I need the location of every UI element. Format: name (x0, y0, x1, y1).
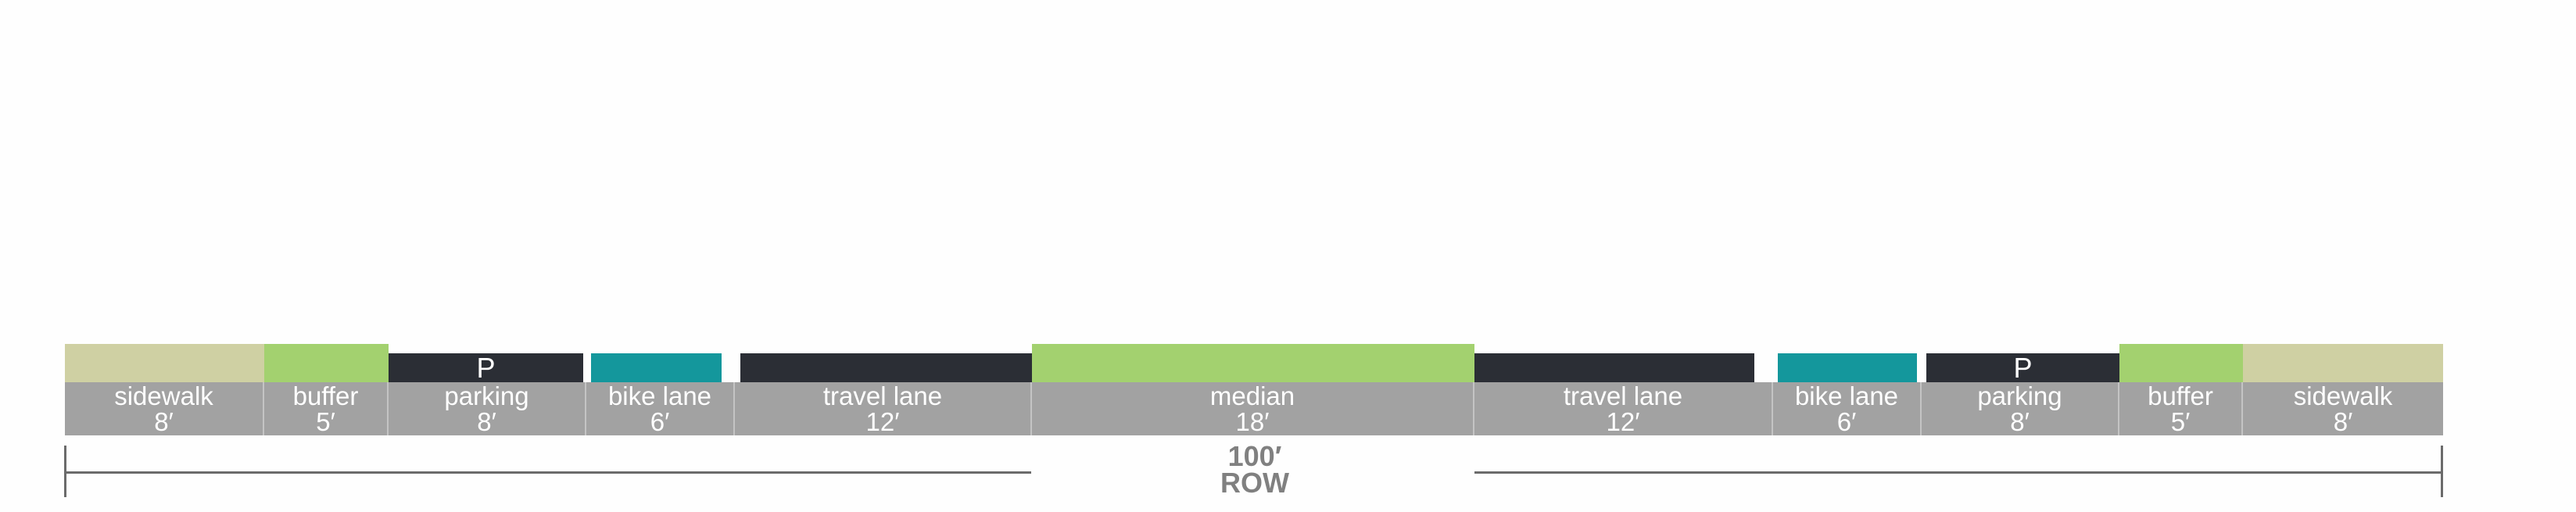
segment-width: 12′ (865, 407, 900, 436)
surface-travel (1474, 353, 1754, 382)
surface-parking (1926, 353, 2119, 382)
surface-bike (591, 353, 722, 382)
segment-label-bike: bike lane 6′ (586, 382, 735, 435)
surface-parking (389, 353, 583, 382)
segment-label-travel: travel lane 12′ (735, 382, 1032, 435)
surface-bike (1778, 353, 1917, 382)
segment-label-sidewalk: sidewalk 8′ (65, 382, 264, 435)
segment-name: parking (444, 381, 529, 410)
segment-label-buffer: buffer 5′ (2119, 382, 2243, 435)
segment-width: 6′ (650, 407, 670, 436)
surface-sidewalk (65, 344, 264, 382)
segment-label-median: median 18′ (1032, 382, 1474, 435)
segment-label-sidewalk: sidewalk 8′ (2243, 382, 2443, 435)
segment-width: 6′ (1836, 407, 1857, 436)
parking-sign: P (2013, 352, 2033, 384)
segment-name: travel lane (822, 381, 943, 410)
surface-travel (740, 353, 1032, 382)
segment-name: travel lane (1563, 381, 1683, 410)
segment-label-parking: parking 8′ (1922, 382, 2119, 435)
segment-label-buffer: buffer 5′ (264, 382, 389, 435)
segment-name: buffer (2148, 381, 2213, 410)
segment-name: bike lane (607, 381, 712, 410)
segment-name: bike lane (1794, 381, 1899, 410)
parking-sign: P (476, 352, 496, 384)
total-width-value: 100′ (1227, 440, 1282, 472)
surface-buffer (2119, 344, 2243, 382)
segment-width: 8′ (477, 407, 496, 436)
segment-name: median (1209, 381, 1295, 410)
segment-width: 5′ (316, 407, 335, 436)
segment-label-travel: travel lane 12′ (1474, 382, 1773, 435)
dimension-tick-left (64, 446, 66, 497)
surface-buffer (264, 344, 389, 382)
segment-width: 18′ (1235, 407, 1270, 436)
dimension-tick-right (2441, 446, 2443, 497)
segment-width: 8′ (154, 407, 174, 436)
segment-width: 8′ (2010, 407, 2030, 436)
segment-label-parking: parking 8′ (389, 382, 586, 435)
segment-width: 12′ (1606, 407, 1640, 436)
dimension-line-left (65, 471, 1031, 474)
surface-median (1032, 344, 1474, 382)
total-width-label: ROW (1220, 467, 1289, 499)
surface-sidewalk (2243, 344, 2443, 382)
dimension-line-right (1474, 471, 2443, 474)
segment-name: sidewalk (2293, 381, 2393, 410)
segment-width: 5′ (2170, 407, 2191, 436)
segment-name: sidewalk (114, 381, 213, 410)
segment-name: buffer (292, 381, 359, 410)
segment-label-bike: bike lane 6′ (1773, 382, 1922, 435)
segment-name: parking (1977, 381, 2062, 410)
segment-width: 8′ (2333, 407, 2353, 436)
